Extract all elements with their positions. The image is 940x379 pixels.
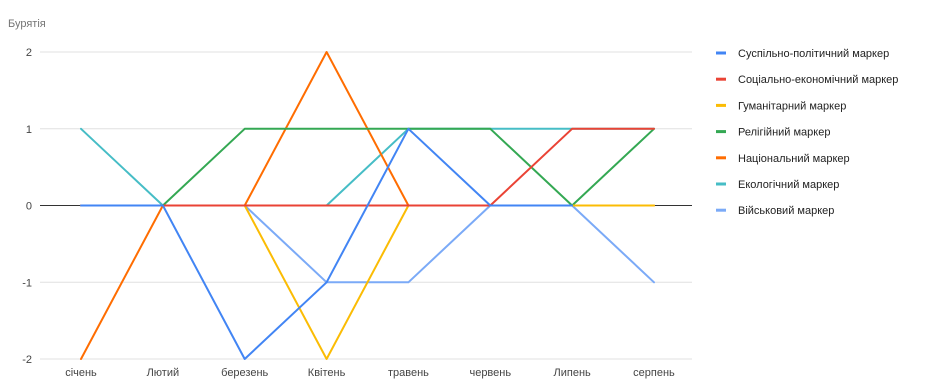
legend-label: Соціально-економічний маркер: [738, 74, 898, 86]
x-tick-label: Липень: [554, 367, 592, 379]
legend-label: Суспільно-політичний маркер: [738, 48, 889, 60]
x-tick-label: травень: [388, 367, 429, 379]
series-line-7: [80, 204, 655, 284]
legend-item: Військовий маркер: [716, 205, 834, 217]
legend-item: Національний маркер: [716, 153, 850, 165]
series-line-4: [80, 127, 655, 207]
legend-item: Соціально-економічний маркер: [716, 74, 898, 86]
x-tick-label: серпень: [633, 367, 675, 379]
legend-label: Гуманітарний маркер: [738, 100, 846, 112]
legend-label: Екологічний маркер: [738, 179, 839, 191]
y-tick-label: 1: [26, 124, 32, 136]
series-line-1: [80, 127, 574, 360]
legend-item: Релігійний маркер: [716, 127, 830, 139]
legend-item: Гуманітарний маркер: [716, 100, 846, 112]
y-tick-label: 2: [26, 47, 32, 59]
legend-item: Екологічний маркер: [716, 179, 839, 191]
x-tick-label: березень: [221, 367, 268, 379]
x-tick-label: Квітень: [308, 367, 346, 379]
x-tick-label: червень: [469, 367, 511, 379]
legend-item: Суспільно-політичний маркер: [716, 48, 889, 60]
legend-label: Військовий маркер: [738, 205, 834, 217]
chart-title: Бурятія: [8, 18, 46, 30]
x-axis-ticks: січень Лютий березень Квітень травень червень…: [65, 367, 675, 379]
y-tick-label: -2: [22, 354, 32, 366]
legend-label: Національний маркер: [738, 153, 850, 165]
legend-label: Релігійний маркер: [738, 127, 830, 139]
y-tick-label: 0: [26, 201, 32, 213]
y-axis-ticks: 2 1 0 -1 -2: [22, 47, 32, 366]
x-tick-label: січень: [65, 367, 97, 379]
y-tick-label: -1: [22, 277, 32, 289]
series-line-6: [80, 127, 655, 207]
x-tick-label: Лютий: [147, 367, 180, 379]
legend: Суспільно-політичний маркер Соціально-еко…: [716, 48, 898, 217]
series-lines: [80, 51, 655, 360]
